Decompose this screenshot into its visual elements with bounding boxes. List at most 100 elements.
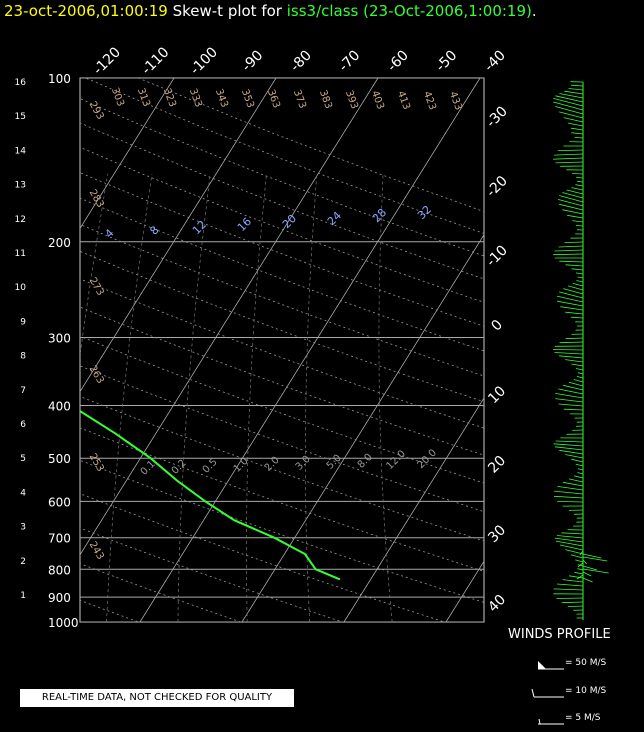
mixing-ratio-lower-label: 3.0 xyxy=(294,454,313,473)
mixing-ratio-line xyxy=(305,174,316,622)
wind-barb xyxy=(557,584,583,586)
wind-barb xyxy=(556,441,583,442)
isotherm-top-label: -40 xyxy=(481,47,508,74)
height-km-label: 2 xyxy=(20,557,26,567)
wind-barb xyxy=(553,350,583,351)
height-km-label: 12 xyxy=(15,215,26,225)
wind-barb xyxy=(575,560,583,562)
wind-barb xyxy=(578,569,584,570)
wind-barb xyxy=(563,580,583,582)
isotherm-top-label: -110 xyxy=(139,44,173,78)
winds-profile-title: WINDS PROFILE xyxy=(508,627,611,642)
isotherm-right-label: 30 xyxy=(485,522,509,546)
isotherm-line xyxy=(446,78,644,622)
wind-barb xyxy=(569,382,583,386)
wind-barb xyxy=(573,283,583,286)
isotherm-top-label: -80 xyxy=(287,47,314,74)
mixing-ratio-label: 32 xyxy=(415,203,434,222)
dry-adiabat-line xyxy=(0,78,377,634)
height-km-label: 6 xyxy=(20,420,26,430)
wind-barb xyxy=(563,385,583,390)
dry-adiabat-label: 263 xyxy=(87,364,106,386)
wind-barb xyxy=(576,464,583,466)
wind-barb xyxy=(569,479,583,482)
quality-note: REAL-TIME DATA, NOT CHECKED FOR QUALITY xyxy=(20,689,294,707)
wind-barb xyxy=(576,369,583,371)
height-km-label: 4 xyxy=(20,488,26,498)
adiabat-top-label: 403 xyxy=(369,89,386,111)
dry-adiabat-label: 283 xyxy=(87,188,106,210)
height-km-label: 11 xyxy=(15,249,26,259)
pressure-tick-label: 1000 xyxy=(48,616,79,630)
height-km-label: 9 xyxy=(20,317,26,327)
height-km-label: 5 xyxy=(20,454,26,464)
wind-barb-10-icon xyxy=(520,687,564,701)
wind-barb xyxy=(555,399,583,402)
wind-barb xyxy=(583,557,607,561)
wind-barb xyxy=(553,254,583,255)
wind-barb xyxy=(565,242,584,243)
wind-barb xyxy=(574,476,583,478)
wind-barb xyxy=(576,281,583,283)
wind-barb xyxy=(572,221,583,222)
wind-barb xyxy=(554,589,583,590)
pressure-tick-label: 200 xyxy=(48,236,71,250)
wind-barb xyxy=(571,317,583,318)
wind-barb xyxy=(577,473,583,475)
wind-barb xyxy=(565,312,583,314)
adiabat-top-label: 363 xyxy=(265,88,282,110)
mixing-ratio-label: 24 xyxy=(325,209,344,228)
wind-barb xyxy=(575,185,583,186)
isotherm-right-label: -20 xyxy=(483,173,510,200)
adiabat-top-label: 323 xyxy=(161,87,178,109)
wind-barb xyxy=(566,265,584,266)
wind-barb xyxy=(555,250,584,251)
isotherm-line xyxy=(38,78,378,622)
wind-barb xyxy=(560,342,584,343)
wind-barb xyxy=(560,307,583,310)
wind-barb xyxy=(558,150,583,151)
wind-barb xyxy=(565,550,583,554)
wind-legend-10-label: = 10 M/S xyxy=(565,686,606,696)
isotherm-right-label: -30 xyxy=(483,103,510,130)
isotherm-top-label: -100 xyxy=(187,44,221,78)
wind-barb xyxy=(556,598,583,599)
mixing-ratio-label: 12 xyxy=(190,218,209,237)
mixing-ratio-label: 4 xyxy=(102,226,116,240)
wind-barb xyxy=(568,606,583,607)
adiabat-top-label: 333 xyxy=(187,87,204,109)
wind-barb xyxy=(559,261,583,262)
wind-legend-10: = 10 M/S xyxy=(520,686,640,700)
isotherm-line xyxy=(140,78,480,622)
wind-barb xyxy=(576,273,583,274)
isotherm-right-label: 40 xyxy=(485,592,509,616)
adiabat-top-label: 313 xyxy=(135,87,152,109)
mixing-ratio-line xyxy=(0,174,36,622)
isotherm-right-label: 20 xyxy=(485,453,509,477)
wind-barb xyxy=(562,533,583,534)
isotherm-right-label: 10 xyxy=(485,383,509,407)
adiabat-top-label: 303 xyxy=(109,86,126,108)
wind-barb xyxy=(576,225,583,226)
wind-legend-50: = 50 M/S xyxy=(520,658,640,672)
wind-barb xyxy=(555,96,583,102)
wind-barb xyxy=(555,353,584,355)
wind-barb xyxy=(571,133,583,134)
wind-barb xyxy=(567,190,583,194)
wind-barb xyxy=(568,123,583,126)
adiabat-top-label: 343 xyxy=(213,87,230,109)
wind-barb xyxy=(577,376,583,378)
dry-adiabat-label: 253 xyxy=(87,452,106,474)
height-km-label: 13 xyxy=(15,181,26,191)
wind-barb xyxy=(557,501,583,502)
mixing-ratio-label: 16 xyxy=(235,215,254,234)
wind-legend-5-label: = 5 M/S xyxy=(565,713,601,723)
wind-legend-5: = 5 M/S xyxy=(520,713,640,727)
wind-barb xyxy=(557,486,583,490)
wind-barb xyxy=(567,215,583,218)
height-km-label: 3 xyxy=(20,523,26,533)
height-km-label: 8 xyxy=(20,352,26,362)
wind-barb xyxy=(559,246,583,247)
wind-barb xyxy=(574,572,583,574)
wind-barb xyxy=(564,409,583,410)
